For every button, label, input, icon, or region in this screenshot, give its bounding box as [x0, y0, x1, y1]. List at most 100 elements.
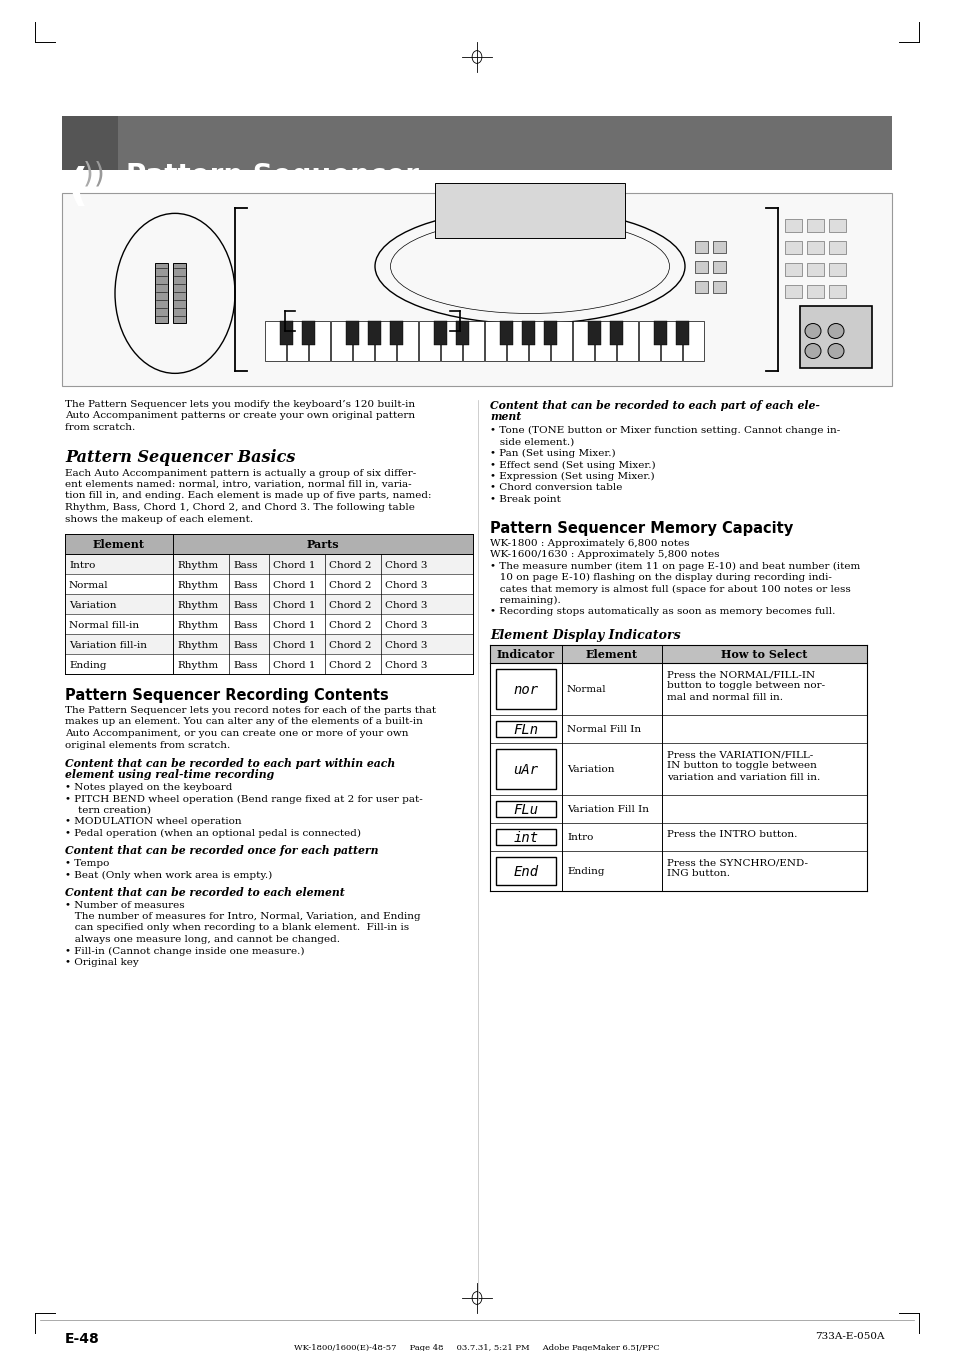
Text: original elements from scratch.: original elements from scratch.: [65, 740, 230, 750]
Text: Parts: Parts: [306, 539, 339, 550]
Text: WK-1800 : Approximately 6,800 notes: WK-1800 : Approximately 6,800 notes: [490, 539, 689, 547]
Text: Variation: Variation: [69, 600, 116, 609]
Bar: [496, 830, 556, 844]
Bar: [331, 322, 352, 361]
Text: Pattern Sequencer Recording Contents: Pattern Sequencer Recording Contents: [65, 688, 388, 703]
Text: • PITCH BEND wheel operation (Bend range fixed at 2 for user pat-: • PITCH BEND wheel operation (Bend range…: [65, 794, 422, 804]
Text: int: int: [513, 831, 538, 844]
Text: Normal: Normal: [69, 581, 109, 589]
Text: • Beat (Only when work area is empty.): • Beat (Only when work area is empty.): [65, 870, 272, 880]
Text: WK-1800/1600(E)-48-57     Page 48     03.7.31, 5:21 PM     Adobe PageMaker 6.5J/: WK-1800/1600(E)-48-57 Page 48 03.7.31, 5…: [294, 1344, 659, 1351]
Bar: [506, 322, 527, 361]
Text: Variation Fill In: Variation Fill In: [566, 805, 648, 815]
Bar: [543, 322, 557, 345]
Text: WK-1600/1630 : Approximately 5,800 notes: WK-1600/1630 : Approximately 5,800 notes: [490, 550, 719, 559]
Bar: [62, 193, 891, 386]
Bar: [617, 322, 638, 361]
Text: How to Select: How to Select: [720, 650, 807, 661]
Bar: [828, 240, 845, 254]
Bar: [496, 748, 556, 789]
Bar: [529, 322, 550, 361]
Text: nor: nor: [513, 684, 538, 697]
Text: ): ): [94, 159, 105, 188]
Text: Element Display Indicators: Element Display Indicators: [490, 630, 679, 642]
Bar: [595, 322, 616, 361]
Bar: [375, 322, 395, 361]
Text: Chord 2: Chord 2: [329, 620, 371, 630]
Text: Chord 2: Chord 2: [329, 600, 371, 609]
Text: Chord 3: Chord 3: [385, 581, 427, 589]
Text: Bass: Bass: [233, 581, 257, 589]
Bar: [521, 322, 535, 345]
Bar: [490, 663, 866, 715]
Text: (: (: [67, 166, 88, 209]
Text: tern creation): tern creation): [65, 807, 151, 815]
Bar: [712, 281, 725, 293]
Bar: [784, 219, 801, 232]
Bar: [800, 305, 871, 367]
Text: Auto Accompaniment patterns or create your own original pattern: Auto Accompaniment patterns or create yo…: [65, 412, 415, 420]
Text: FLn: FLn: [513, 723, 538, 738]
Text: Bass: Bass: [233, 600, 257, 609]
Bar: [309, 322, 330, 361]
Bar: [784, 263, 801, 276]
Bar: [654, 322, 666, 345]
Bar: [462, 322, 483, 361]
Bar: [496, 801, 556, 817]
Text: • Break point: • Break point: [490, 494, 560, 504]
Text: Ending: Ending: [566, 867, 604, 877]
Bar: [639, 322, 659, 361]
Text: • Expression (Set using Mixer.): • Expression (Set using Mixer.): [490, 471, 654, 481]
Text: ent elements named: normal, intro, variation, normal fill in, varia-: ent elements named: normal, intro, varia…: [65, 480, 411, 489]
Bar: [346, 322, 358, 345]
Text: tion fill in, and ending. Each element is made up of five parts, named:: tion fill in, and ending. Each element i…: [65, 492, 431, 500]
Bar: [490, 794, 866, 823]
Text: can specified only when recording to a blank element.  Fill-in is: can specified only when recording to a b…: [65, 924, 409, 932]
Text: End: End: [513, 865, 538, 880]
Ellipse shape: [804, 343, 821, 358]
Ellipse shape: [804, 323, 821, 339]
Bar: [456, 322, 469, 345]
Text: FLu: FLu: [513, 802, 538, 817]
Bar: [784, 240, 801, 254]
Text: Chord 1: Chord 1: [273, 620, 315, 630]
Text: • Chord conversion table: • Chord conversion table: [490, 484, 621, 493]
Bar: [609, 322, 622, 345]
Bar: [65, 554, 473, 574]
Text: Rhythm: Rhythm: [177, 640, 218, 650]
Text: Chord 1: Chord 1: [273, 640, 315, 650]
Text: Rhythm, Bass, Chord 1, Chord 2, and Chord 3. The following table: Rhythm, Bass, Chord 1, Chord 2, and Chor…: [65, 503, 415, 512]
Text: Rhythm: Rhythm: [177, 661, 218, 670]
Text: Bass: Bass: [233, 561, 257, 570]
Bar: [440, 322, 461, 361]
Ellipse shape: [827, 343, 843, 358]
Text: • Recording stops automatically as soon as memory becomes full.: • Recording stops automatically as soon …: [490, 608, 835, 616]
Bar: [65, 634, 473, 654]
Text: The number of measures for Intro, Normal, Variation, and Ending: The number of measures for Intro, Normal…: [65, 912, 420, 921]
Text: Element: Element: [585, 650, 638, 661]
Bar: [712, 242, 725, 254]
Text: element using real-time recording: element using real-time recording: [65, 770, 274, 781]
Bar: [65, 594, 473, 613]
Bar: [484, 322, 505, 361]
Bar: [806, 285, 823, 299]
Text: from scratch.: from scratch.: [65, 423, 135, 432]
Bar: [573, 322, 594, 361]
Text: Ending: Ending: [69, 661, 107, 670]
Text: Chord 3: Chord 3: [385, 600, 427, 609]
Text: Chord 2: Chord 2: [329, 581, 371, 589]
Bar: [828, 219, 845, 232]
Bar: [490, 823, 866, 851]
Text: Chord 3: Chord 3: [385, 620, 427, 630]
Text: Bass: Bass: [233, 620, 257, 630]
Text: Rhythm: Rhythm: [177, 600, 218, 609]
Bar: [695, 281, 707, 293]
Text: • Tempo: • Tempo: [65, 859, 110, 867]
Bar: [62, 116, 891, 170]
Bar: [712, 261, 725, 273]
Text: Rhythm: Rhythm: [177, 561, 218, 570]
Text: Bass: Bass: [233, 640, 257, 650]
Text: • Fill-in (Cannot change inside one measure.): • Fill-in (Cannot change inside one meas…: [65, 947, 304, 955]
Text: Press the NORMAL/FILL-IN: Press the NORMAL/FILL-IN: [666, 670, 814, 680]
Text: cates that memory is almost full (space for about 100 notes or less: cates that memory is almost full (space …: [490, 585, 850, 593]
